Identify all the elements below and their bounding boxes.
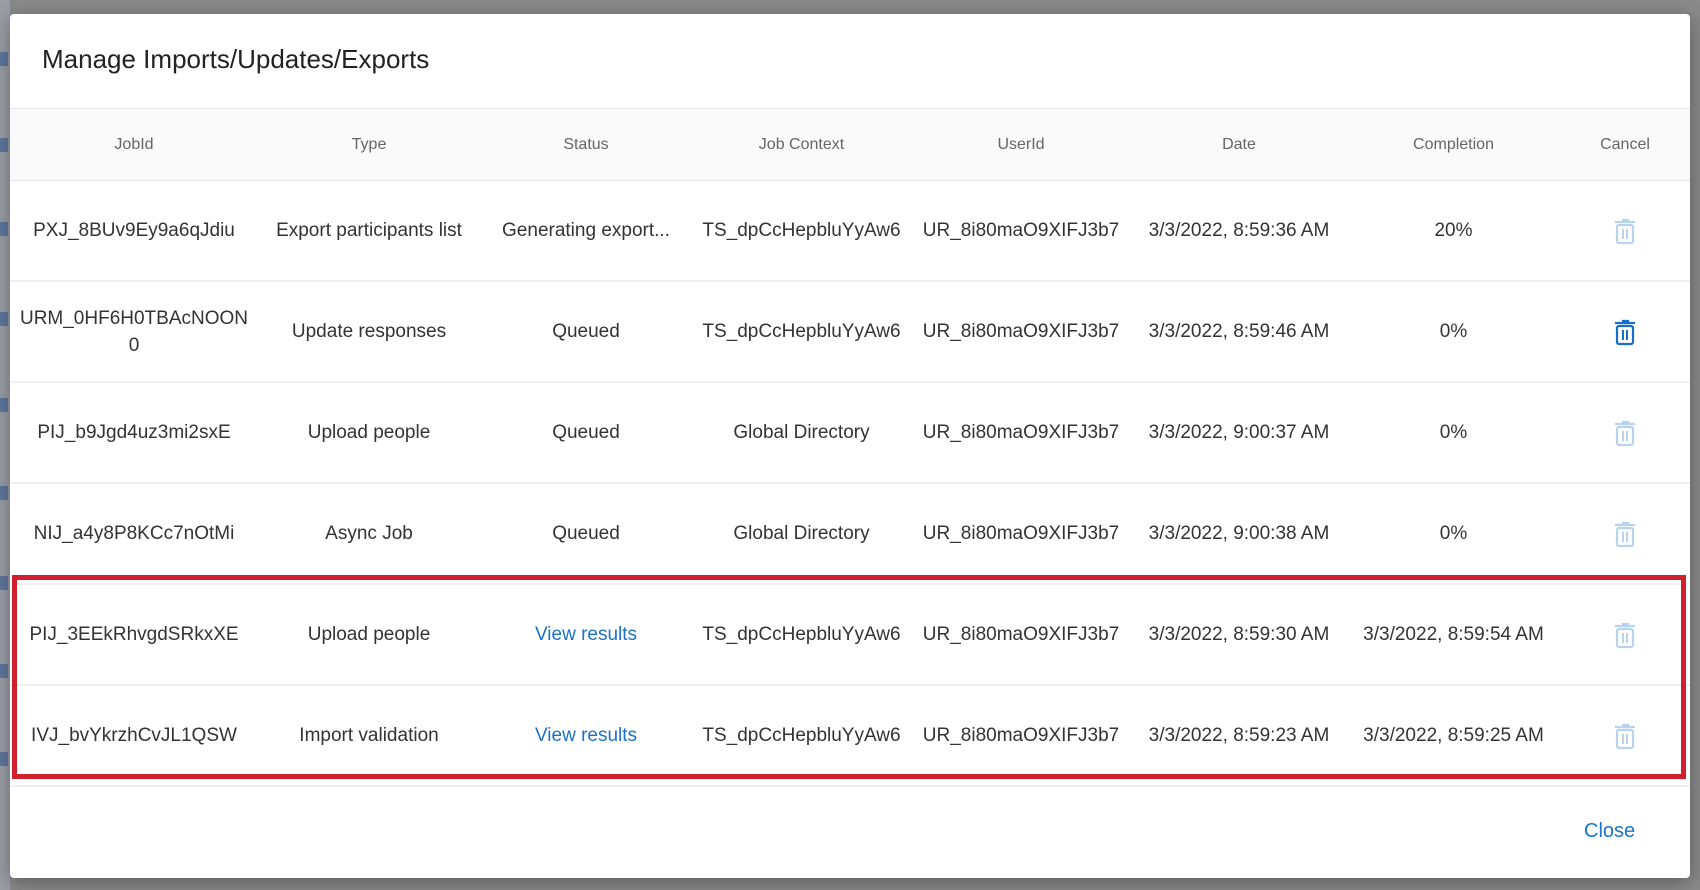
table-row: PIJ_3EEkRhvgdSRkxXE Upload people View res… bbox=[10, 585, 1690, 686]
job-id-cell: PIJ_b9Jgd4uz3mi2sxE bbox=[37, 422, 231, 443]
user-id-cell: UR_8i80maO9XIFJ3b7 bbox=[922, 321, 1120, 342]
header-cancel: Cancel bbox=[1600, 136, 1650, 153]
header-job-context: Job Context bbox=[758, 136, 845, 153]
cancel-job-button[interactable] bbox=[1560, 419, 1690, 447]
type-cell: Import validation bbox=[299, 725, 439, 746]
completion-cell: 3/3/2022, 8:59:54 AM bbox=[1363, 624, 1544, 645]
header-completion: Completion bbox=[1413, 136, 1494, 153]
view-results-link[interactable]: View results bbox=[534, 725, 638, 746]
status-cell: Generating export... bbox=[502, 220, 670, 241]
user-id-cell: UR_8i80maO9XIFJ3b7 bbox=[922, 624, 1120, 645]
dialog-title: Manage Imports/Updates/Exports bbox=[42, 44, 430, 74]
cancel-job-button[interactable] bbox=[1560, 621, 1690, 649]
cancel-job-button[interactable] bbox=[1560, 722, 1690, 750]
header-date: Date bbox=[1222, 136, 1256, 153]
job-id-cell: URM_0HF6H0TBAcNOON0 bbox=[19, 307, 249, 356]
view-results-link[interactable]: View results bbox=[534, 624, 638, 645]
type-cell: Upload people bbox=[307, 422, 431, 443]
user-id-cell: UR_8i80maO9XIFJ3b7 bbox=[922, 725, 1120, 746]
completion-cell: 3/3/2022, 8:59:25 AM bbox=[1363, 725, 1544, 746]
header-userid: UserId bbox=[997, 136, 1045, 153]
cancel-job-button[interactable] bbox=[1560, 217, 1690, 245]
status-cell: Queued bbox=[552, 523, 620, 544]
cancel-job-button[interactable] bbox=[1560, 318, 1690, 346]
user-id-cell: UR_8i80maO9XIFJ3b7 bbox=[922, 523, 1120, 544]
date-cell: 3/3/2022, 9:00:37 AM bbox=[1148, 422, 1330, 443]
header-type: Type bbox=[351, 136, 387, 153]
date-cell: 3/3/2022, 8:59:46 AM bbox=[1148, 321, 1330, 342]
status-cell: Queued bbox=[552, 321, 620, 342]
trash-icon bbox=[1615, 420, 1635, 446]
table-row: IVJ_bvYkrzhCvJL1QSW Import validation View… bbox=[10, 686, 1690, 787]
job-context-cell: TS_dpCcHepbluYyAw6 bbox=[702, 725, 901, 746]
user-id-cell: UR_8i80maO9XIFJ3b7 bbox=[922, 422, 1120, 443]
background-page bbox=[0, 0, 10, 890]
header-status: Status bbox=[563, 136, 609, 153]
trash-icon bbox=[1615, 319, 1635, 345]
trash-icon bbox=[1615, 723, 1635, 749]
date-cell: 3/3/2022, 8:59:23 AM bbox=[1148, 725, 1330, 746]
trash-icon bbox=[1615, 521, 1635, 547]
job-id-cell: NIJ_a4y8P8KCc7nOtMi bbox=[33, 523, 235, 544]
type-cell: Async Job bbox=[325, 523, 413, 544]
type-cell: Upload people bbox=[307, 624, 431, 645]
job-id-cell: IVJ_bvYkrzhCvJL1QSW bbox=[31, 725, 237, 746]
job-context-cell: TS_dpCcHepbluYyAw6 bbox=[702, 321, 901, 342]
type-cell: Export participants list bbox=[276, 220, 462, 241]
completion-cell: 0% bbox=[1439, 523, 1468, 544]
close-button[interactable]: Close bbox=[1584, 820, 1636, 842]
header-jobid: JobId bbox=[114, 136, 154, 153]
table-row: NIJ_a4y8P8KCc7nOtMi Async Job Queued Global… bbox=[10, 484, 1690, 585]
date-cell: 3/3/2022, 8:59:30 AM bbox=[1148, 624, 1330, 645]
cancel-job-button[interactable] bbox=[1560, 520, 1690, 548]
job-context-cell: Global Directory bbox=[733, 523, 870, 544]
manage-jobs-dialog: Manage Imports/Updates/Exports JobId Typ… bbox=[10, 14, 1690, 878]
job-context-cell: Global Directory bbox=[733, 422, 870, 443]
date-cell: 3/3/2022, 8:59:36 AM bbox=[1148, 220, 1330, 241]
trash-icon bbox=[1615, 218, 1635, 244]
trash-icon bbox=[1615, 622, 1635, 648]
job-id-cell: PIJ_3EEkRhvgdSRkxXE bbox=[29, 624, 239, 645]
table-row: URM_0HF6H0TBAcNOON0 Update responses Queue… bbox=[10, 282, 1690, 383]
completion-cell: 20% bbox=[1434, 220, 1473, 241]
job-id-cell: PXJ_8BUv9Ey9a6qJdiu bbox=[33, 220, 235, 241]
job-context-cell: TS_dpCcHepbluYyAw6 bbox=[702, 624, 901, 645]
table-row: PIJ_b9Jgd4uz3mi2sxE Upload people Queued Gl… bbox=[10, 383, 1690, 484]
user-id-cell: UR_8i80maO9XIFJ3b7 bbox=[922, 220, 1120, 241]
status-cell: Queued bbox=[552, 422, 620, 443]
completion-cell: 0% bbox=[1439, 321, 1468, 342]
date-cell: 3/3/2022, 9:00:38 AM bbox=[1148, 523, 1330, 544]
completion-cell: 0% bbox=[1439, 422, 1468, 443]
table-row: PXJ_8BUv9Ey9a6qJdiu Export participants l… bbox=[10, 181, 1690, 282]
table-header-row: JobId Type Status Job Context UserId Dat… bbox=[10, 108, 1690, 181]
job-context-cell: TS_dpCcHepbluYyAw6 bbox=[702, 220, 901, 241]
type-cell: Update responses bbox=[291, 321, 447, 342]
jobs-table: JobId Type Status Job Context UserId Dat… bbox=[10, 108, 1690, 787]
